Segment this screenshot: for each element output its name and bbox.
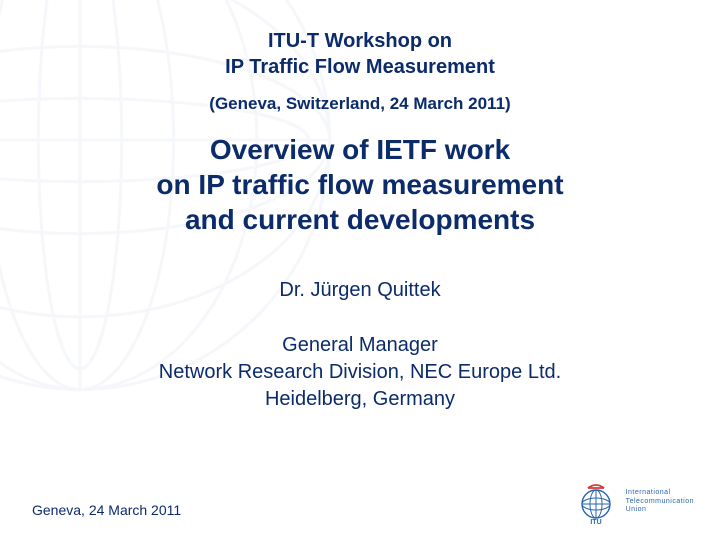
- footer-date: Geneva, 24 March 2011: [32, 502, 181, 518]
- workshop-location: (Geneva, Switzerland, 24 March 2011): [40, 94, 680, 114]
- author-role: General Manager: [40, 332, 680, 359]
- slide: ITU-T Workshop on IP Traffic Flow Measur…: [0, 0, 720, 540]
- workshop-title-line1: ITU-T Workshop on: [40, 28, 680, 54]
- author-org: Network Research Division, NEC Europe Lt…: [40, 359, 680, 386]
- author-city: Heidelberg, Germany: [40, 386, 680, 413]
- itu-logo-icon: ITU: [574, 480, 618, 524]
- itu-text-line3: Union: [626, 506, 694, 515]
- workshop-title-line2: IP Traffic Flow Measurement: [40, 54, 680, 80]
- itu-logo-text: International Telecommunication Union: [626, 489, 694, 515]
- workshop-title: ITU-T Workshop on IP Traffic Flow Measur…: [40, 28, 680, 80]
- main-title: Overview of IETF work on IP traffic flow…: [40, 132, 680, 237]
- main-title-line2: on IP traffic flow measurement: [40, 167, 680, 202]
- itu-short-text: ITU: [590, 519, 601, 524]
- author-affiliation: General Manager Network Research Divisio…: [40, 332, 680, 413]
- author-name: Dr. Jürgen Quittek: [40, 277, 680, 304]
- itu-text-line2: Telecommunication: [626, 498, 694, 507]
- itu-logo: ITU International Telecommunication Unio…: [574, 480, 694, 524]
- main-title-line1: Overview of IETF work: [40, 132, 680, 167]
- itu-text-line1: International: [626, 489, 694, 498]
- main-title-line3: and current developments: [40, 202, 680, 237]
